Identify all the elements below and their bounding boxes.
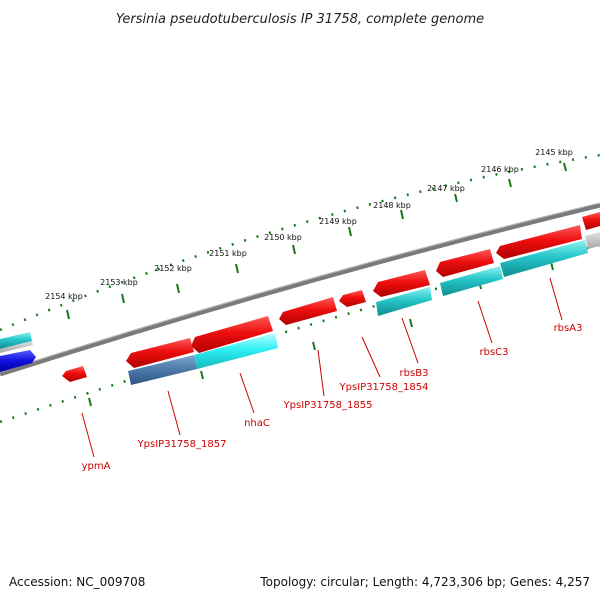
gene-arrow-rbsB3-fwd	[373, 270, 430, 297]
gene-arrow-rbsC3-rev	[440, 266, 503, 296]
gene-label-rbsA3: rbsA3	[554, 323, 583, 334]
tick-label-2150: 2150 kbp	[264, 233, 302, 242]
tick-label-2149: 2149 kbp	[319, 217, 357, 226]
gene-label-rbsC3: rbsC3	[479, 347, 508, 358]
tick-label-2147: 2147 kbp	[427, 184, 465, 193]
tick-label-2152: 2152 kbp	[154, 264, 192, 273]
tick-label-2151: 2151 kbp	[209, 249, 247, 258]
outer-major-ticks	[66, 162, 567, 320]
gene-label-1857: YpsIP31758_1857	[137, 439, 227, 450]
left-edge-genes	[0, 332, 36, 372]
label-leaders	[81, 277, 563, 458]
tick-label-2153: 2153 kbp	[100, 278, 138, 287]
tick-labels: 2145 kbp 2146 kbp 2147 kbp 2148 kbp 2149…	[45, 148, 573, 301]
tick-label-2145: 2145 kbp	[535, 148, 573, 157]
gene-arrow-nhaC-rev	[194, 333, 278, 369]
gene-label-rbsB3: rbsB3	[400, 368, 429, 379]
gene-arrow-nhaC-fwd	[191, 316, 273, 353]
tick-label-2146: 2146 kbp	[481, 165, 519, 174]
gene-arrow-rbsA3	[496, 225, 582, 259]
gene-label-nhaC: nhaC	[244, 418, 270, 429]
tick-label-2148: 2148 kbp	[373, 201, 411, 210]
gene-arrow-1854	[339, 290, 366, 307]
outer-tick-track	[0, 153, 600, 332]
gene-block-grey-right	[585, 232, 600, 249]
map-title: Yersinia pseudotuberculosis IP 31758, co…	[116, 12, 484, 27]
gene-arrow-1855	[279, 297, 337, 325]
forward-strand-genes	[62, 212, 600, 382]
gene-arrow-1857-rev	[128, 355, 197, 385]
gene-labels: rbsA3 rbsC3 rbsB3 YpsIP31758_1854 YpsIP3…	[82, 323, 583, 472]
gene-label-1855: YpsIP31758_1855	[283, 400, 373, 411]
gene-label-ypmA: ypmA	[82, 461, 111, 472]
gene-block-grey-left	[0, 341, 33, 353]
gene-arrow-rbsA3-region-right	[582, 212, 600, 230]
gene-label-1854: YpsIP31758_1854	[339, 382, 429, 393]
reverse-strand-genes	[128, 232, 600, 385]
gene-arrow-rbsC3-fwd	[436, 249, 494, 277]
tick-label-2154: 2154 kbp	[45, 292, 83, 301]
gene-block-cyan-left	[0, 332, 32, 349]
genome-summary-text: Topology: circular; Length: 4,723,306 bp…	[259, 575, 590, 589]
gene-arrow-rbsA3-rev	[500, 240, 588, 277]
genome-backbone-highlight	[0, 202, 600, 373]
gene-arrow-1857-fwd	[126, 338, 194, 368]
gene-arrow-blue-left	[0, 350, 36, 372]
gene-arrow-ypmA	[62, 366, 87, 382]
accession-text: Accession: NC_009708	[9, 575, 145, 589]
gene-arrow-rbsB3-rev	[376, 287, 432, 316]
genome-backbone	[0, 202, 600, 377]
